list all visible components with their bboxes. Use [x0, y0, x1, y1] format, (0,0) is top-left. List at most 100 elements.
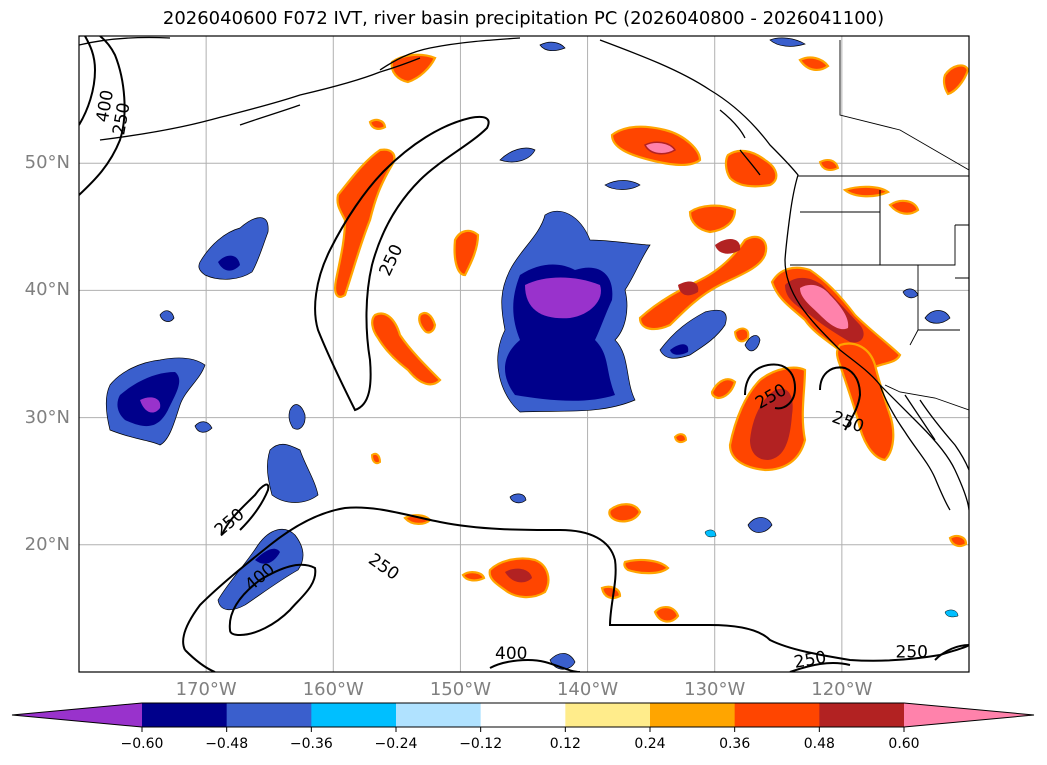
map-frame	[78, 35, 970, 673]
us-mexico-border	[884, 384, 969, 411]
pc-area-pos-6-pink	[643, 141, 677, 155]
colorbar	[11, 702, 1035, 732]
colorbar-tick-label: −0.36	[289, 736, 333, 752]
colorbar-segment	[480, 703, 566, 727]
pc-area-pos-20	[798, 56, 830, 72]
pc-area-west-4	[288, 404, 306, 430]
pc-area-pos-25	[888, 199, 920, 215]
colorbar-segment	[650, 703, 736, 727]
colorbar-segment	[396, 703, 482, 727]
north-america-west-coast	[599, 39, 969, 511]
pc-area-pos-11-pink	[800, 284, 849, 330]
pc-area-east-1	[924, 310, 951, 324]
ivt-contours	[79, 36, 969, 672]
colorbar-segment	[142, 703, 228, 727]
pc-area-pos-7	[724, 149, 778, 188]
pc-area-pos-17	[653, 606, 680, 623]
pc-area-north-2	[539, 41, 566, 52]
pc-area-mid-2	[744, 335, 761, 352]
baja-california	[879, 384, 951, 511]
pc-area-west-2	[198, 217, 269, 280]
gulf-of-california	[919, 399, 969, 471]
colorbar-tick-label: 0.48	[803, 736, 835, 752]
colorbar-segment	[565, 703, 651, 727]
pc-area-pos-29	[733, 327, 750, 343]
pc-area-central-purple	[525, 277, 601, 319]
colorbar-extend-min	[12, 703, 142, 727]
ivt-contour-250-west	[221, 483, 270, 536]
pc-area-east-6	[194, 421, 213, 433]
pc-area-pos-10-red	[750, 388, 793, 460]
ivt-contour-400-bottom	[489, 659, 581, 672]
lat-tick-label: 30°N	[24, 406, 70, 428]
pc-area-east-5	[704, 529, 717, 538]
ivt-contour-250-central	[314, 115, 490, 412]
lon-tick-label: 160°W	[302, 679, 364, 700]
lon-tick-label: 170°W	[175, 679, 237, 700]
coastlines	[79, 36, 969, 511]
colorbar-tick-label: 0.12	[549, 736, 581, 752]
pc-area-pos-13	[710, 378, 737, 400]
pc-area-pos-23	[948, 534, 968, 548]
pc-area-pos-28	[673, 433, 688, 444]
pc-area-pos-30	[818, 159, 840, 171]
pc-area-southwest	[217, 528, 304, 611]
state-border-nv	[880, 264, 919, 330]
colorbar-tick-label: 0.36	[719, 736, 751, 752]
ivt-contour-label: 250	[896, 643, 928, 663]
pc-area-pos-16	[623, 558, 670, 575]
canada-province-border	[839, 40, 969, 171]
colorbar-segment	[734, 703, 820, 727]
pc-area-pos-9-red-2	[678, 281, 699, 296]
pc-area-pos-9	[638, 235, 768, 331]
pc-area-north-1	[499, 147, 536, 163]
pc-area-east-4	[944, 609, 959, 618]
ivt-contour-250-bottom-right	[789, 644, 969, 672]
pc-area-southwest-navy	[255, 548, 280, 564]
colorbar-segment	[819, 703, 905, 727]
pc-area-pos-27	[370, 452, 382, 465]
ivt-contour-400-south	[228, 563, 317, 637]
colorbar-tick-label: 0.24	[634, 736, 666, 752]
colorbar-extend-max	[904, 703, 1034, 727]
alaska-coast	[79, 36, 421, 141]
ivt-contour-250-far-bottom	[184, 649, 216, 672]
pc-area-west-2-navy	[218, 255, 240, 271]
pc-area-west-3	[267, 443, 319, 503]
pc-area-pos-26	[600, 585, 622, 599]
pc-area-mid-1-navy	[670, 344, 689, 355]
bc-islands	[719, 109, 761, 176]
lat-tick-label: 50°N	[24, 152, 70, 174]
lon-tick-label: 120°W	[811, 679, 873, 700]
positive-pc-areas	[334, 53, 969, 623]
colorbar-tick-label: −0.24	[374, 736, 418, 752]
colorbar-tick-label: 0.60	[888, 736, 920, 752]
pc-area-pos-5	[390, 53, 437, 84]
lon-tick-label: 150°W	[429, 679, 491, 700]
colorbar-segment	[226, 703, 312, 727]
pc-area-south-1	[747, 517, 773, 533]
pc-area-pos-14-red	[505, 568, 532, 583]
pc-area-pos-1	[334, 148, 396, 298]
pc-area-south-2	[509, 493, 527, 504]
political-borders	[790, 40, 969, 411]
ivt-contour-label: 250	[793, 648, 828, 673]
pc-area-pos-3	[418, 311, 437, 334]
pc-area-pos-8	[688, 204, 737, 234]
pc-area-north-4	[604, 180, 641, 190]
pc-area-pos-22	[461, 571, 486, 582]
pc-area-pos-15	[608, 503, 642, 523]
ivt-contour-250-east	[744, 363, 862, 431]
state-border-ut	[955, 224, 969, 279]
lat-tick-label: 20°N	[24, 533, 70, 555]
ivt-contour-250-northwest	[79, 36, 126, 196]
pc-area-pos-9-red	[715, 238, 741, 254]
colorbar-tick-label: −0.12	[459, 736, 503, 752]
lon-tick-label: 130°W	[684, 679, 746, 700]
alaska-peninsula	[379, 37, 521, 71]
colorbar-tick-label: −0.60	[120, 736, 164, 752]
pc-area-north-3	[769, 37, 806, 47]
pc-area-pos-21	[368, 118, 387, 130]
